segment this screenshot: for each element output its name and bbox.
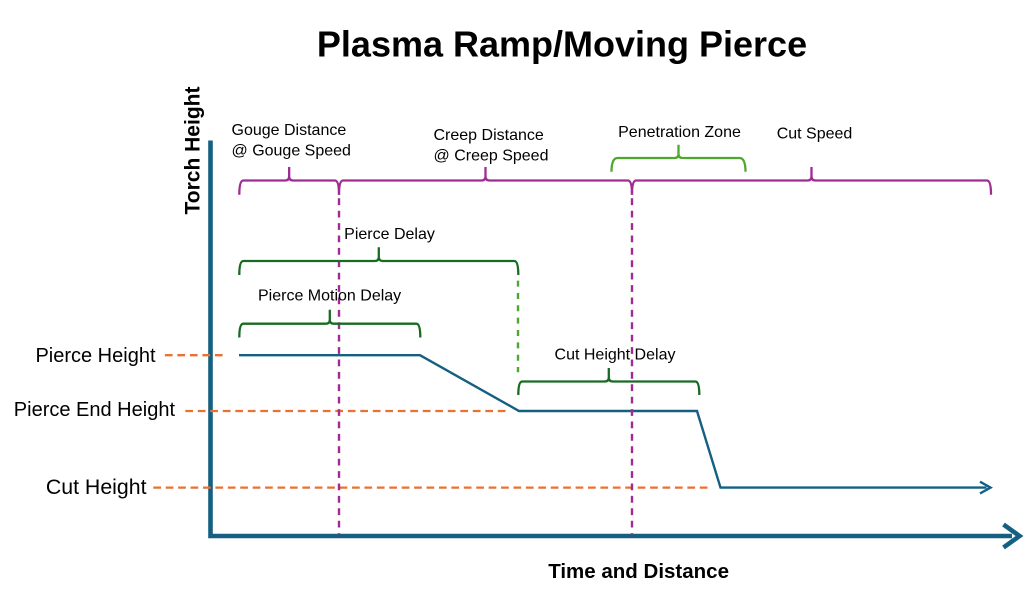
svg-text:Gouge Distance: Gouge Distance [232,122,347,139]
svg-text:Plasma Ramp/Moving Pierce: Plasma Ramp/Moving Pierce [317,23,807,64]
svg-text:Cut Speed: Cut Speed [777,125,853,142]
svg-text:Torch Height: Torch Height [182,87,205,215]
svg-text:@ Gouge Speed: @ Gouge Speed [232,143,351,160]
svg-text:Time and Distance: Time and Distance [548,560,729,583]
svg-text:Pierce Delay: Pierce Delay [344,226,435,243]
svg-text:@ Creep Speed: @ Creep Speed [434,147,549,164]
svg-text:Pierce End Height: Pierce End Height [14,399,176,421]
svg-text:Creep Distance: Creep Distance [434,127,544,144]
svg-text:Cut Height Delay: Cut Height Delay [555,347,676,364]
svg-text:Pierce Height: Pierce Height [35,345,156,367]
svg-text:Cut Height: Cut Height [46,475,147,499]
svg-text:Penetration Zone: Penetration Zone [618,124,741,141]
svg-text:Pierce Motion Delay: Pierce Motion Delay [258,288,401,305]
